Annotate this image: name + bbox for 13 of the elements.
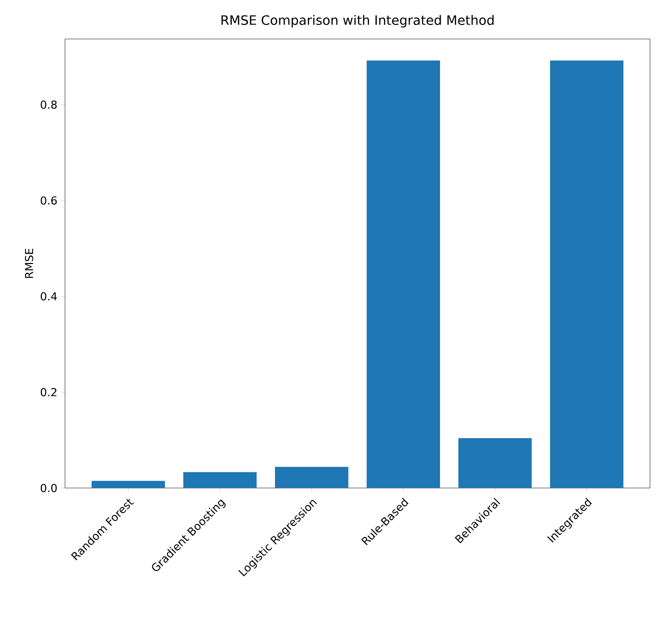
y-axis-title: RMSE (24, 248, 34, 278)
y-tick-label: 0.4 (40, 292, 57, 300)
bar (274, 466, 348, 488)
y-tick-label: 0.2 (40, 388, 56, 396)
bar (366, 60, 440, 488)
bar (458, 438, 532, 488)
y-tick-label: 0.6 (40, 196, 57, 205)
bar (92, 480, 165, 488)
chart-title: RMSE Comparison with Integrated Method (222, 14, 494, 28)
y-tick-label: 0.8 (40, 100, 57, 109)
bar (550, 60, 624, 488)
y-tick-label: 0.0 (40, 484, 57, 492)
bar (183, 472, 257, 488)
